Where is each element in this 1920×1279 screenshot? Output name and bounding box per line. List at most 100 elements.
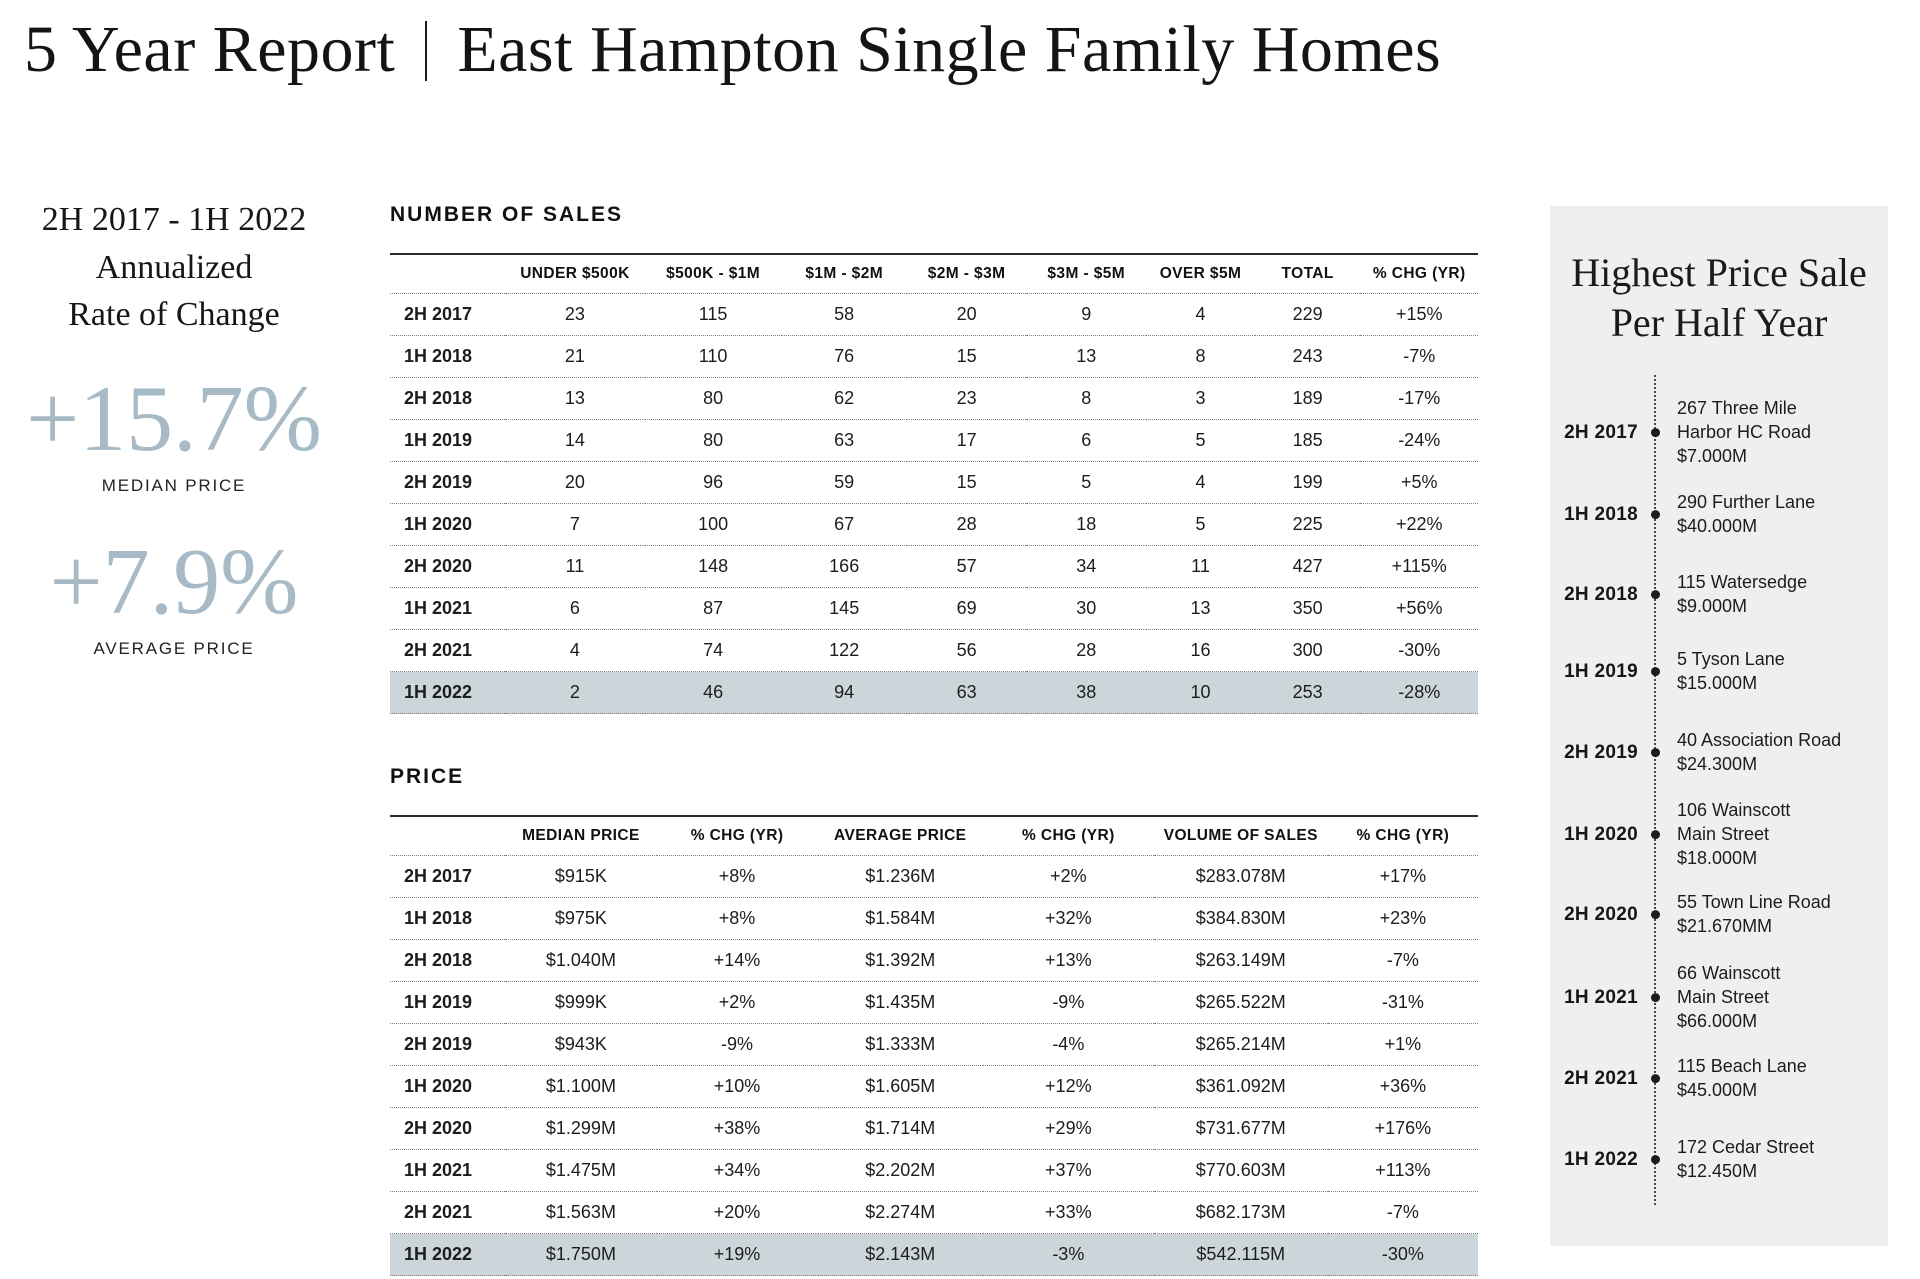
table-cell: 34 (1076, 556, 1097, 576)
timeline-period-label: 2H 2018 (1564, 584, 1638, 605)
table-row: 2H 2021 $1.563M +20% $2.274M +33% $682.173M -7… (390, 1192, 1478, 1234)
timeline-sale-line: Main Street (1677, 824, 1770, 845)
table-cell: +23% (1379, 908, 1427, 928)
table-cell: +32% (1045, 908, 1092, 928)
timeline-entry: 1H 2019 5 Tyson Lane $15.000M (1550, 648, 1888, 696)
row-period-label: 1H 2019 (404, 992, 473, 1012)
timeline-sale-line: $24.300M (1677, 754, 1758, 774)
table-cell: +38% (713, 1118, 761, 1138)
timeline-sale-line: $12.450M (1677, 1161, 1758, 1181)
timeline-period-label: 2H 2020 (1564, 904, 1638, 925)
table-row: 2H 2018 13 80 62 23 8 3 189 -17% (390, 378, 1478, 420)
timeline-dot-box (1638, 510, 1672, 520)
price-section: PRICE MEDIAN PRICE % CHG (YR) AVERAGE PRIC… (390, 765, 1478, 1276)
timeline-sale-details: 115 Beach Lane $45.000M (1672, 1055, 1888, 1103)
table-cell: $2.202M (865, 1160, 936, 1180)
column-header: % CHG (YR) (1356, 827, 1450, 844)
summary-period-line: 2H 2017 - 1H 2022 (41, 201, 307, 238)
table-row: 2H 2017 23 115 58 20 9 4 229 +15% (390, 294, 1478, 336)
page-title: 5 Year Report East Hampton Single Family … (24, 13, 1442, 87)
table-cell: +113% (1375, 1160, 1431, 1180)
table-cell: $1.750M (545, 1244, 616, 1264)
table-cell: -9% (721, 1034, 754, 1054)
timeline-sale-details: 55 Town Line Road $21.670MM (1672, 891, 1888, 939)
table-cell: 20 (564, 472, 585, 492)
timeline-dot-box (1638, 993, 1672, 1003)
timeline-period-label: 1H 2019 (1564, 661, 1638, 682)
table-cell: 46 (703, 682, 724, 702)
row-period-label: 2H 2020 (404, 1118, 473, 1138)
row-period-label: 1H 2018 (404, 346, 473, 366)
number-of-sales-heading: NUMBER OF SALES (390, 203, 624, 226)
table-cell: +56% (1395, 598, 1443, 618)
table-cell: 57 (956, 556, 977, 576)
table-cell: 16 (1190, 640, 1211, 660)
timeline-dot-box (1638, 667, 1672, 677)
table-cell: +8% (718, 908, 756, 928)
table-row: 2H 2017 $915K +8% $1.236M +2% $283.078M +17% (390, 856, 1478, 898)
timeline-sale-line: 5 Tyson Lane (1677, 649, 1785, 670)
timeline-period-label: 1H 2021 (1564, 987, 1638, 1008)
table-row: 1H 2020 7 100 67 28 18 5 225 +22% (390, 504, 1478, 546)
timeline-sale-details: 267 Three Mile Harbor HC Road $7.000M (1672, 397, 1888, 469)
row-period-label: 2H 2019 (404, 1034, 473, 1054)
table-cell: 67 (834, 514, 855, 534)
row-period-label: 1H 2021 (404, 1160, 473, 1180)
table-cell: $915K (554, 866, 607, 886)
table-cell: 300 (1292, 640, 1323, 660)
title-market-name: East Hampton Single Family Homes (457, 13, 1442, 86)
column-header: TOTAL (1281, 265, 1334, 282)
header-row: UNDER $500K $500K - $1M $1M - $2M $2M - $3M… (390, 254, 1478, 294)
column-header: $500K - $1M (666, 265, 761, 282)
table-cell: 5 (1195, 430, 1206, 450)
table-cell: 63 (834, 430, 855, 450)
table-cell: $1.475M (545, 1160, 616, 1180)
row-period-label: 2H 2017 (404, 866, 473, 886)
table-row: 2H 2019 20 96 59 15 5 4 199 +5% (390, 462, 1478, 504)
table-cell: -30% (1398, 640, 1441, 660)
timeline-entry: 1H 2022 172 Cedar Street $12.450M (1550, 1136, 1888, 1184)
table-cell: 115 (698, 304, 728, 324)
table-cell: -24% (1398, 430, 1441, 450)
table-cell: 229 (1292, 304, 1323, 324)
table-cell: +10% (713, 1076, 761, 1096)
timeline-sale-details: 5 Tyson Lane $15.000M (1672, 648, 1888, 696)
table-row: 2H 2019 $943K -9% $1.333M -4% $265.214M +1% (390, 1024, 1478, 1066)
table-cell: 23 (956, 388, 977, 408)
timeline-entry: 1H 2018 290 Further Lane $40.000M (1550, 491, 1888, 539)
table-cell: +176% (1374, 1118, 1432, 1138)
timeline-sale-line: $40.000M (1677, 516, 1758, 536)
table-row: 1H 2020 $1.100M +10% $1.605M +12% $361.092M +3… (390, 1066, 1478, 1108)
column-header: $1M - $2M (805, 265, 884, 282)
timeline-line (1654, 375, 1656, 1205)
table-cell: +14% (713, 950, 761, 970)
table-cell: 7 (569, 514, 580, 534)
timeline-sale-line: $66.000M (1677, 1010, 1758, 1031)
table-cell: 23 (564, 304, 585, 324)
table-row: 1H 2022 2 46 94 63 38 10 253 -28% (390, 671, 1478, 714)
table-cell: $1.714M (865, 1118, 936, 1138)
summary-period: 2H 2017 - 1H 2022 Annualized Rate of Cha… (0, 196, 348, 339)
table-cell: 6 (569, 598, 580, 618)
summary-period-line: Rate of Change (68, 296, 280, 334)
timeline-entry: 1H 2020 106 Wainscott Main Street $18.000M (1550, 799, 1888, 871)
timeline-entry: 2H 2018 115 Watersedge $9.000M (1550, 571, 1888, 619)
table-cell: +5% (1400, 472, 1438, 492)
table-cell: 21 (564, 346, 585, 366)
header-row: MEDIAN PRICE % CHG (YR) AVERAGE PRICE % CHG… (390, 816, 1478, 856)
title-report-name: 5 Year Report (24, 13, 396, 86)
table-cell: 148 (698, 556, 729, 576)
timeline-period-label: 1H 2018 (1564, 504, 1638, 525)
table-cell: 15 (956, 346, 977, 366)
timeline-dot-box (1638, 1155, 1672, 1165)
table-cell: 63 (956, 682, 977, 702)
timeline-sale-line: $9.000M (1677, 596, 1748, 616)
table-cell: 145 (829, 598, 860, 618)
table-row: 1H 2021 $1.475M +34% $2.202M +37% $770.603M +1… (390, 1150, 1478, 1192)
row-period-label: 2H 2017 (404, 304, 473, 324)
table-cell: $975K (554, 908, 607, 928)
timeline-sale-line: 290 Further Lane (1677, 492, 1816, 513)
timeline-dot-icon (1650, 993, 1660, 1003)
table-cell: 13 (1076, 346, 1097, 366)
table-cell: $361.092M (1195, 1076, 1286, 1096)
